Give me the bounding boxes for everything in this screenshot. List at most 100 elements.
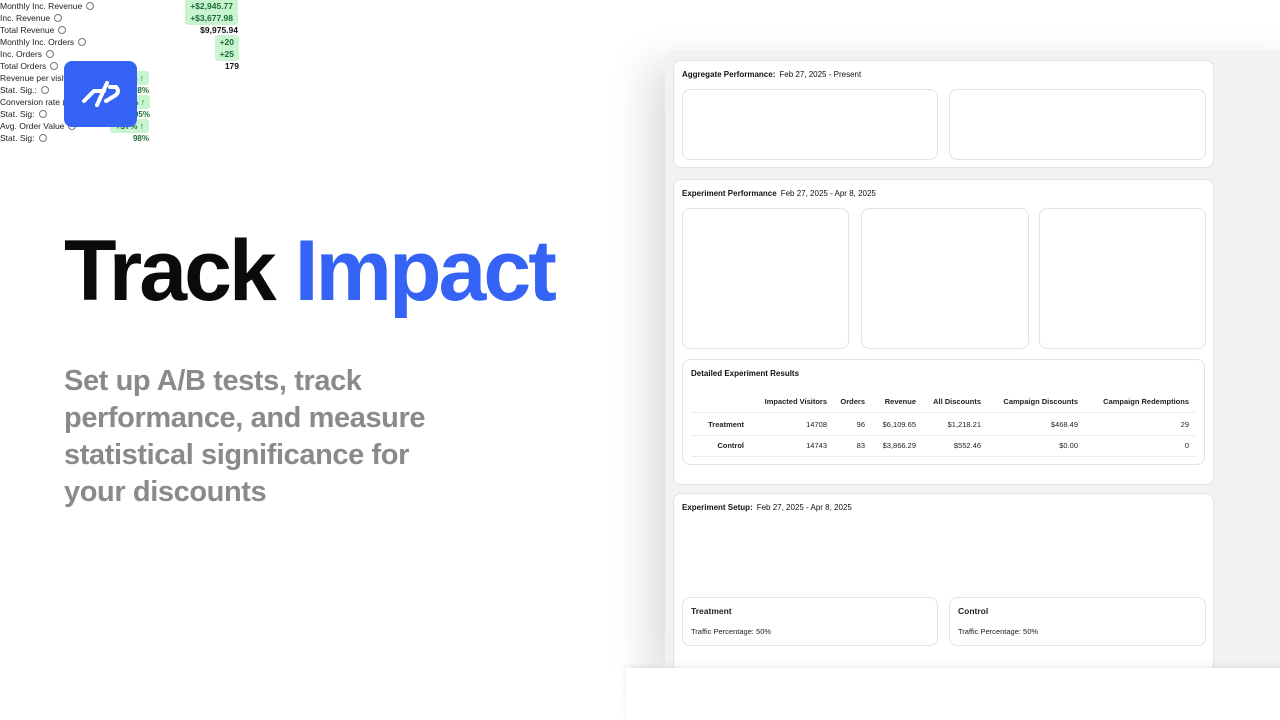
metric-label: Inc. Revenue (0, 13, 63, 23)
column-header: All Discounts (933, 397, 981, 406)
info-icon (58, 26, 67, 34)
info-icon (78, 38, 87, 46)
info-icon (50, 62, 59, 70)
metric-label: Total Revenue (0, 25, 67, 35)
column-header: Revenue (884, 397, 916, 406)
headline: Track Impact (64, 222, 557, 321)
metric-box (682, 89, 938, 160)
table-cell: $3,866.29 (882, 441, 916, 450)
metric-value: 179 (224, 61, 239, 71)
metric-value: +25 (214, 47, 239, 61)
subtitle: Set up A/B tests, track performance, and… (64, 365, 426, 508)
date-range: Feb 27, 2025 - Apr 8, 2025 (756, 503, 852, 512)
table-cell: 83 (856, 441, 865, 450)
table-cell: $468.49 (1050, 420, 1078, 429)
metric-label-text: Stat. Sig: (0, 133, 35, 143)
metric-row: Inc. Orders +25 (0, 47, 239, 61)
table-cell: $6,109.65 (882, 420, 916, 429)
table-cell: 0 (1184, 441, 1189, 450)
table-cell: $0.00 (1059, 441, 1078, 450)
metric-row: Monthly Inc. Orders +20 (0, 35, 239, 49)
column-header: Campaign Redemptions (1103, 397, 1189, 406)
group-box (949, 597, 1206, 646)
info-icon (38, 134, 47, 142)
metric-row: Total Revenue $9,975.94 (0, 24, 238, 36)
date-range: Feb 27, 2025 - Present (779, 70, 862, 79)
metric-label-text: Inc. Orders (0, 49, 43, 59)
date-range: Feb 27, 2025 - Apr 8, 2025 (780, 189, 876, 198)
metric-value: +20 (214, 35, 239, 49)
metric-label-text: Total Orders (0, 61, 47, 71)
column-header: Impacted Visitors (764, 397, 827, 406)
metric-row: Stat. Sig: 98% (0, 132, 149, 144)
metric-row: Stat. Sig.: 98% (0, 84, 149, 96)
section-header: Aggregate Performance: Feb 27, 2025 - Pre… (682, 70, 861, 79)
table-cell: $1,218.21 (947, 420, 981, 429)
metric-label-text: Conversion rate (%) (0, 97, 76, 107)
group-box (682, 597, 938, 646)
row-divider (691, 456, 1196, 457)
metric-label-text: Revenue per visitor (0, 73, 74, 83)
section-title: Experiment Setup: (682, 503, 753, 512)
metric-chart-box (861, 208, 1029, 349)
row-name: Control (717, 441, 744, 450)
stat-sig-value: 95% (133, 109, 150, 119)
info-icon (38, 110, 47, 118)
metric-label: Stat. Sig: (0, 109, 47, 119)
section-header: Experiment Setup: Feb 27, 2025 - Apr 8, 2… (682, 503, 852, 512)
logo (64, 61, 137, 127)
metric-label: Monthly Inc. Revenue (0, 1, 95, 11)
info-icon (40, 86, 49, 94)
headline-part: Track (64, 223, 277, 319)
metric-label: Stat. Sig.: (0, 85, 49, 95)
metric-value: +$3,677.98 (185, 11, 238, 25)
table-cell: 96 (856, 420, 865, 429)
row-divider (691, 412, 1196, 413)
metric-label: Total Orders (0, 61, 59, 71)
metric-label-text: Total Revenue (0, 25, 55, 35)
group-name: Treatment (691, 606, 732, 616)
metric-label-text: Monthly Inc. Revenue (0, 1, 83, 11)
section-header: Experiment Performance Feb 27, 2025 - Apr… (682, 189, 876, 198)
metric-label-text: Avg. Order Value (0, 121, 65, 131)
table-cell: $552.46 (953, 441, 981, 450)
stat-sig-value: 98% (132, 133, 149, 143)
column-header: Orders (840, 397, 865, 406)
metric-row: Inc. Revenue +$3,677.98 (0, 11, 238, 25)
metric-value: $9,975.94 (200, 25, 238, 35)
row-divider (691, 435, 1196, 436)
group-traffic: Traffic Percentage: 50% (691, 627, 772, 636)
group-name: Control (958, 606, 989, 616)
metric-chart-box (1039, 208, 1206, 349)
section-title: Aggregate Performance: (682, 70, 776, 79)
group-traffic: Traffic Percentage: 50% (958, 627, 1039, 636)
metric-label-text: Stat. Sig: (0, 109, 35, 119)
row-name: Treatment (708, 420, 744, 429)
table-title: Detailed Experiment Results (691, 369, 800, 378)
metric-label: Inc. Orders (0, 49, 55, 59)
metric-row: Total Orders 179 (0, 60, 239, 72)
metric-label-text: Monthly Inc. Orders (0, 37, 75, 47)
metric-row: Monthly Inc. Revenue +$2,945.77 (0, 0, 238, 13)
info-icon (86, 2, 95, 10)
headline-part: Impact (294, 223, 557, 319)
table-cell: 14743 (806, 441, 827, 450)
panel-bottom (626, 668, 1280, 720)
logo-icon (82, 81, 120, 107)
metric-chart-box (682, 208, 849, 349)
metric-value: +$2,945.77 (185, 0, 238, 13)
metric-label: Monthly Inc. Orders (0, 37, 87, 47)
setup-card (673, 493, 1214, 693)
metric-box (949, 89, 1206, 160)
table-cell: 14708 (806, 420, 827, 429)
section-title: Experiment Performance (682, 189, 777, 198)
metric-label-text: Inc. Revenue (0, 13, 51, 23)
metric-label-text: Stat. Sig.: (0, 85, 37, 95)
info-icon (54, 14, 63, 22)
table-cell: 29 (1180, 420, 1189, 429)
metric-row: Stat. Sig: 95% (0, 108, 150, 120)
stat-sig-value: 98% (132, 85, 149, 95)
info-icon (46, 50, 55, 58)
column-header: Campaign Discounts (1003, 397, 1078, 406)
